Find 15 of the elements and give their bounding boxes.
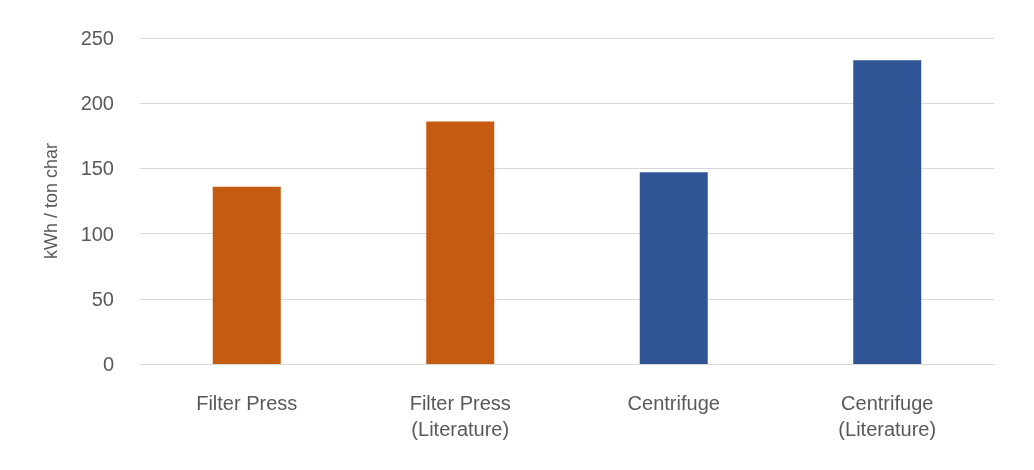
- bar: [426, 121, 495, 364]
- y-tick-label: 250: [80, 27, 114, 49]
- y-axis-title: kWh / ton char: [41, 142, 61, 260]
- bar: [212, 186, 281, 364]
- y-tick-label: 200: [80, 92, 114, 115]
- x-tick-label: Filter Press: [196, 392, 298, 414]
- y-tick-label: 100: [80, 222, 114, 245]
- y-tick-label: 0: [102, 353, 114, 375]
- x-tick-label: Centrifuge (Literature): [838, 392, 937, 440]
- y-tick-label: 150: [80, 157, 114, 180]
- x-tick-label: Filter Press (Literature): [409, 392, 511, 440]
- bar: [639, 172, 708, 364]
- x-tick-label: Centrifuge: [627, 392, 720, 414]
- y-tick-label: 50: [91, 287, 114, 310]
- bar: [853, 60, 922, 364]
